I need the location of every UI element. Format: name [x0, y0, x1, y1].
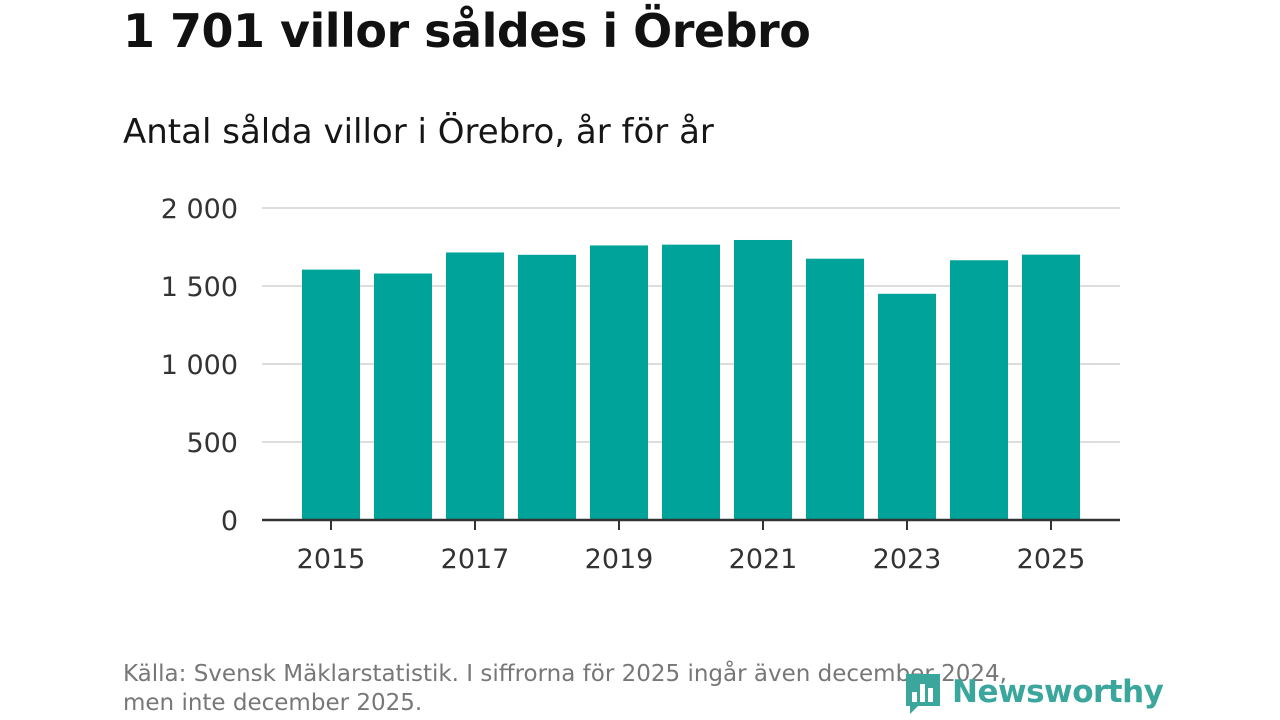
y-tick-label: 1 500	[161, 272, 238, 303]
bar	[518, 254, 576, 521]
bar	[734, 239, 792, 521]
bar	[446, 252, 504, 520]
logo-text: Newsworthy	[952, 674, 1164, 710]
bar	[374, 273, 432, 520]
chart-title: 1 701 villor såldes i Örebro	[123, 4, 811, 58]
source-line-1: Källa: Svensk Mäklarstatistik. I siffror…	[123, 661, 1007, 687]
x-tick-label: 2021	[729, 544, 798, 575]
source-note: Källa: Svensk Mäklarstatistik. I siffror…	[123, 660, 1123, 718]
y-tick-label: 0	[221, 506, 238, 537]
bar	[950, 260, 1008, 520]
bar	[590, 245, 648, 520]
x-tick-label: 2025	[1017, 544, 1086, 575]
y-tick-label: 2 000	[161, 194, 238, 225]
x-tick-label: 2015	[297, 544, 366, 575]
x-tick-label: 2017	[441, 544, 510, 575]
x-tick-label: 2023	[873, 544, 942, 575]
bar	[806, 258, 864, 520]
chart-subtitle: Antal sålda villor i Örebro, år för år	[123, 112, 714, 152]
bar-chart: 0 500 1 000 1 500 2 000 2015 2017 2019 2021 2023 2…	[161, 194, 1120, 575]
bar	[662, 244, 720, 520]
bar	[878, 293, 936, 520]
newsworthy-logo-icon	[906, 674, 940, 714]
newsworthy-logo: Newsworthy	[902, 668, 1164, 716]
y-tick-label: 1 000	[161, 350, 238, 381]
bar	[1022, 254, 1080, 521]
y-tick-label: 500	[186, 428, 238, 459]
source-line-2: men inte december 2025.	[123, 690, 423, 716]
x-tick-label: 2019	[585, 544, 654, 575]
bar	[302, 269, 360, 520]
